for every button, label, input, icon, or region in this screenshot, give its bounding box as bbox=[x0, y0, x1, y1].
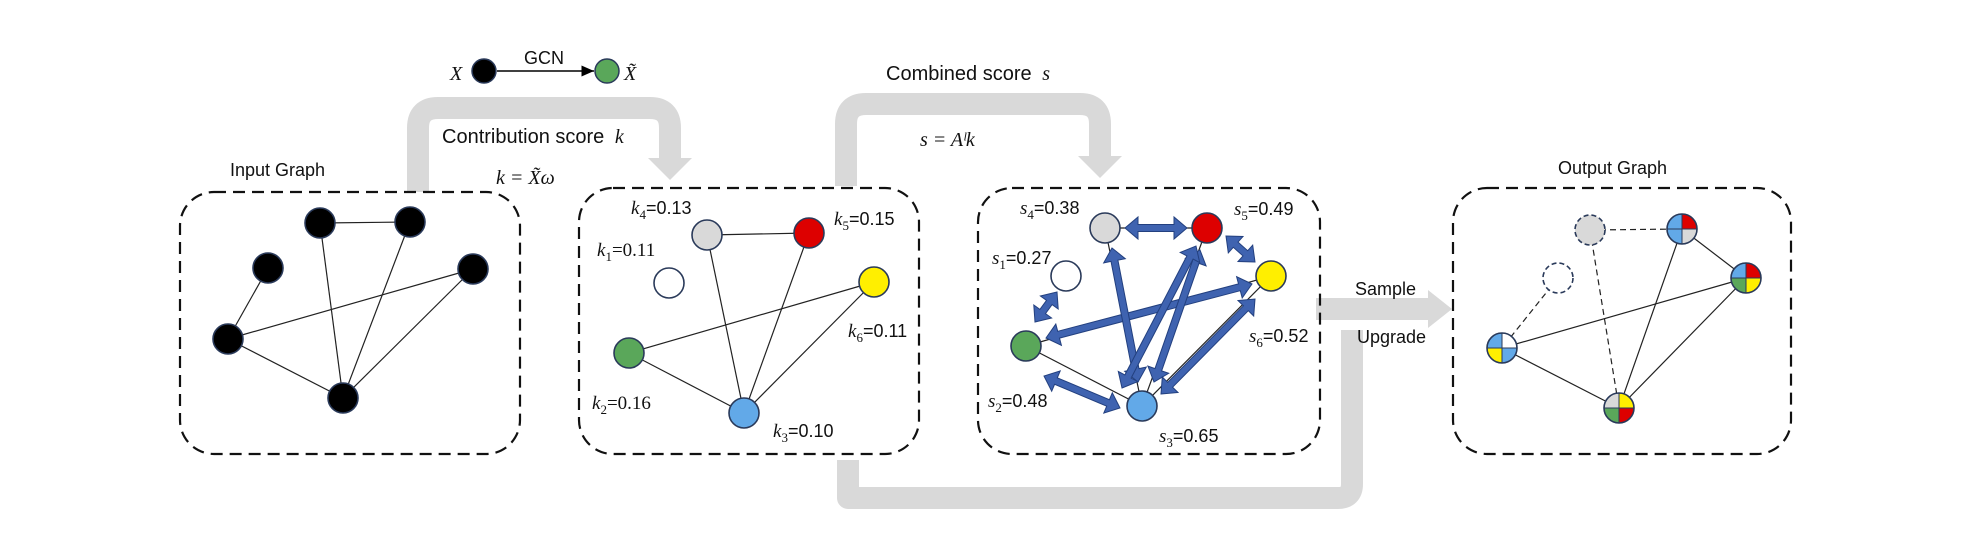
pie-outline bbox=[1486, 332, 1518, 364]
k5-label: k5=0.15 bbox=[834, 209, 894, 233]
node-s5 bbox=[1191, 212, 1223, 244]
flow-arrow-head-sample bbox=[1428, 290, 1452, 328]
x-node bbox=[471, 58, 497, 84]
input-node bbox=[212, 323, 244, 355]
double-arrow bbox=[1160, 298, 1256, 395]
flow-arrow-input-to-contribution bbox=[407, 97, 681, 192]
output-node-dashed-grey bbox=[1574, 214, 1606, 246]
contribution-title: Contribution score k bbox=[442, 126, 625, 148]
sample-label: Sample bbox=[1355, 279, 1416, 299]
input-node bbox=[304, 207, 336, 239]
s5-label: s5=0.49 bbox=[1234, 199, 1293, 223]
output-pie-node bbox=[1730, 262, 1762, 294]
k2-label: k2=0.16 bbox=[592, 393, 651, 417]
s4-label: s4=0.38 bbox=[1020, 198, 1079, 222]
s1-label: s1=0.27 bbox=[992, 248, 1051, 272]
output-pie-node bbox=[1666, 213, 1698, 245]
combined-nodes bbox=[1010, 212, 1287, 422]
flow-arrow-upgrade bbox=[837, 330, 1363, 509]
output-pie-node bbox=[1486, 332, 1518, 364]
node-s1 bbox=[1050, 260, 1082, 292]
k1-label: k1=0.11 bbox=[597, 240, 655, 264]
output-node-dashed-empty bbox=[1542, 262, 1574, 294]
output-pie-nodes bbox=[1486, 213, 1762, 424]
input-graph-title: Input Graph bbox=[230, 160, 325, 180]
s6-label: s6=0.52 bbox=[1249, 326, 1308, 350]
output-graph bbox=[1486, 213, 1762, 424]
upgrade-label: Upgrade bbox=[1357, 327, 1426, 347]
node-s2 bbox=[1010, 330, 1042, 362]
input-graph bbox=[212, 206, 489, 414]
k3-label: k3=0.10 bbox=[773, 421, 833, 445]
combined-formula: s = Aˡk bbox=[920, 129, 976, 151]
contribution-graph bbox=[613, 217, 890, 429]
double-arrow bbox=[1033, 291, 1059, 323]
x-symbol: X bbox=[449, 63, 463, 85]
flow-arrow-head-contribution bbox=[648, 158, 692, 180]
attention-arrows bbox=[1033, 215, 1256, 414]
node-k5 bbox=[793, 217, 825, 249]
node-k4 bbox=[691, 219, 723, 251]
node-k2 bbox=[613, 337, 645, 369]
k4-label: k4=0.13 bbox=[631, 198, 691, 222]
node-k1 bbox=[653, 267, 685, 299]
input-node bbox=[457, 253, 489, 285]
combined-panel bbox=[976, 186, 1322, 456]
k6-label: k6=0.11 bbox=[848, 321, 907, 345]
contribution-formula: k = X̃ω bbox=[496, 166, 555, 189]
output-pie-node bbox=[1603, 392, 1635, 424]
node-k6 bbox=[858, 266, 890, 298]
node-k3 bbox=[728, 397, 760, 429]
x-tilde-node bbox=[594, 58, 620, 84]
gcn-label: GCN bbox=[524, 48, 564, 68]
gcn-legend: X GCN X̃ bbox=[449, 48, 637, 85]
s2-label: s2=0.48 bbox=[988, 391, 1047, 415]
input-graph-panel bbox=[178, 190, 522, 456]
pie-outline bbox=[1666, 213, 1698, 245]
contribution-panel bbox=[577, 186, 921, 456]
node-s3 bbox=[1126, 390, 1158, 422]
x-tilde-symbol: X̃ bbox=[623, 62, 637, 85]
double-arrow bbox=[1117, 245, 1201, 389]
input-node bbox=[252, 252, 284, 284]
output-graph-panel bbox=[1451, 186, 1793, 456]
node-s6 bbox=[1255, 260, 1287, 292]
output-graph-title: Output Graph bbox=[1558, 158, 1667, 178]
flow-arrows bbox=[407, 93, 1452, 509]
double-arrow bbox=[1124, 215, 1188, 241]
double-arrow bbox=[1225, 235, 1256, 263]
s3-label: s3=0.65 bbox=[1159, 426, 1218, 450]
double-arrow bbox=[1045, 275, 1253, 347]
flow-arrow-contribution-to-combined bbox=[835, 93, 1111, 186]
pie-outline bbox=[1730, 262, 1762, 294]
combined-title: Combined score s bbox=[886, 63, 1050, 85]
input-node bbox=[327, 382, 359, 414]
node-s4 bbox=[1089, 212, 1121, 244]
double-arrow bbox=[1043, 370, 1121, 414]
flow-arrow-head-combined bbox=[1078, 156, 1122, 178]
pie-outline bbox=[1603, 392, 1635, 424]
input-node bbox=[394, 206, 426, 238]
